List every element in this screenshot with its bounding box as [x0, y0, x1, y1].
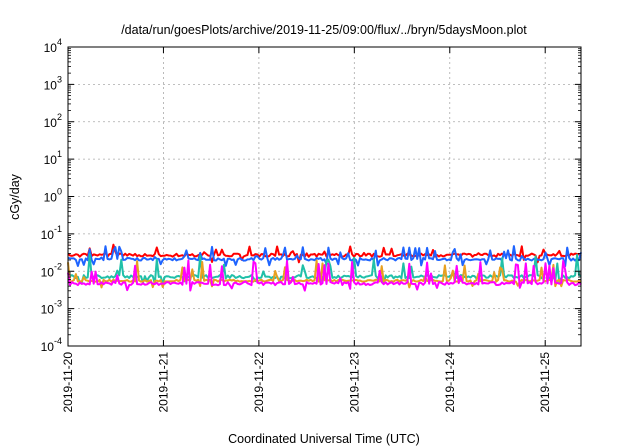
y-tick-label: 101	[44, 149, 62, 167]
y-tick-label: 10-3	[41, 299, 62, 317]
y-tick-label: 100	[44, 187, 62, 205]
grid	[68, 47, 581, 346]
series-line	[67, 243, 582, 264]
y-tick-label: 102	[44, 112, 62, 130]
x-tick-label: 2019-11-21	[156, 352, 170, 413]
series-line	[67, 259, 582, 289]
y-tick-label: 103	[44, 74, 62, 92]
x-tick-label: 2019-11-25	[538, 352, 552, 413]
x-axis-title: Coordinated Universal Time (UTC)	[228, 432, 420, 446]
series-line	[67, 245, 582, 268]
y-axis-title: cGy/day	[8, 173, 22, 220]
x-tick-label: 2019-11-24	[443, 352, 457, 413]
x-tick-label: 2019-11-22	[252, 352, 266, 413]
y-tick-label: 104	[44, 37, 62, 55]
series-line	[67, 259, 582, 292]
y-tick-label: 10-4	[41, 336, 62, 354]
chart-title: /data/run/goesPlots/archive/2019-11-25/0…	[121, 23, 527, 37]
ticks: 10-4 10-3 10-2 10-1 100 101 102 103 104 2019-11-2…	[41, 37, 581, 413]
y-tick-label: 10-1	[41, 224, 62, 242]
series-layer	[67, 243, 582, 292]
x-tick-label: 2019-11-20	[61, 352, 75, 413]
y-tick-label: 10-2	[41, 261, 62, 279]
x-tick-label: 2019-11-23	[347, 352, 361, 413]
